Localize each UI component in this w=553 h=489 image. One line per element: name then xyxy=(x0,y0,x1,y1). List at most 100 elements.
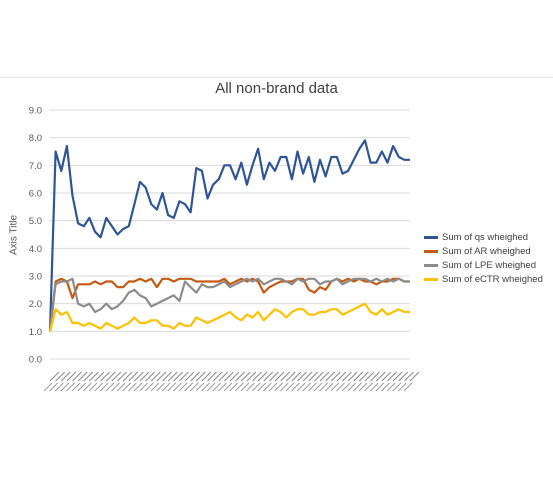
x-tick-label-illegible xyxy=(240,371,251,382)
x-tick-label-illegible xyxy=(49,382,58,392)
x-tick-label-illegible xyxy=(251,382,261,392)
x-tick-label-illegible xyxy=(302,382,312,392)
x-tick-label-illegible xyxy=(229,382,238,392)
x-tick-label-illegible xyxy=(347,382,357,392)
x-tick-label-illegible xyxy=(178,371,189,382)
x-tick-label-illegible xyxy=(105,371,116,382)
x-tick-label-illegible xyxy=(162,371,172,382)
x-tick-label-illegible xyxy=(88,371,99,382)
x-tick-label-illegible xyxy=(381,382,390,392)
legend-swatch xyxy=(424,263,438,267)
x-tick-label-illegible xyxy=(218,371,229,382)
y-tick-label: 1.0 xyxy=(29,327,42,338)
x-tick-label-illegible xyxy=(375,382,385,392)
x-tick-label-illegible xyxy=(212,371,223,382)
y-tick-label: 3.0 xyxy=(29,272,42,283)
series-line-sum-of-lpe-wheighed xyxy=(48,277,410,332)
x-tick-label-illegible xyxy=(111,371,122,382)
y-tick-label: 4.0 xyxy=(29,244,42,255)
x-tick-label-illegible xyxy=(189,382,199,392)
y-tick-label: 0.0 xyxy=(29,355,42,366)
x-tick-label-illegible xyxy=(122,371,133,382)
x-tick-label-illegible xyxy=(60,382,70,392)
x-tick-label-illegible xyxy=(330,382,340,392)
x-tick-label-illegible xyxy=(279,382,289,392)
x-tick-label-illegible xyxy=(302,371,313,382)
x-tick-label-illegible xyxy=(381,371,392,382)
x-tick-label-illegible xyxy=(403,371,414,382)
x-tick-label-illegible xyxy=(274,382,283,392)
x-tick-label-illegible xyxy=(398,371,409,382)
x-tick-label-illegible xyxy=(257,371,268,382)
chart-legend: Sum of qs wheighed Sum of AR wheighed Sum … xyxy=(424,230,543,286)
x-tick-label-illegible xyxy=(263,371,274,382)
x-tick-label-illegible xyxy=(330,371,341,382)
x-tick-label-illegible xyxy=(240,382,250,392)
x-tick-label-illegible xyxy=(336,382,345,392)
y-tick-label: 5.0 xyxy=(29,216,42,227)
x-tick-label-illegible xyxy=(319,382,328,392)
x-tick-label-illegible xyxy=(207,371,217,382)
x-tick-label-illegible xyxy=(128,382,137,392)
x-tick-label-illegible xyxy=(353,371,364,382)
legend-label: Sum of AR wheighed xyxy=(442,245,531,257)
y-tick-label: 8.0 xyxy=(29,133,42,144)
x-tick-label-illegible xyxy=(274,371,285,382)
x-tick-label-illegible xyxy=(66,382,75,392)
x-tick-label-illegible xyxy=(77,382,87,392)
legend-swatch xyxy=(424,249,438,253)
x-tick-label-illegible xyxy=(116,382,126,392)
series-line-sum-of-ectr-wheighed xyxy=(48,302,410,332)
x-tick-label-illegible xyxy=(280,371,291,382)
x-tick-label-illegible xyxy=(49,371,60,382)
x-tick-label-illegible xyxy=(150,382,160,392)
x-tick-label-illegible xyxy=(122,382,132,392)
x-tick-label-illegible xyxy=(100,371,111,382)
x-tick-label-illegible xyxy=(235,371,246,382)
x-tick-label-illegible xyxy=(285,382,295,392)
x-tick-label-illegible xyxy=(55,371,66,382)
x-tick-label-illegible xyxy=(257,382,267,392)
x-tick-label-illegible xyxy=(364,371,375,382)
x-tick-label-illegible xyxy=(94,382,103,392)
x-tick-label-illegible xyxy=(133,371,144,382)
x-tick-label-illegible xyxy=(117,371,127,382)
x-tick-label-illegible xyxy=(218,382,227,392)
x-tick-label-illegible xyxy=(212,382,222,392)
top-divider xyxy=(0,77,553,78)
x-tick-label-illegible xyxy=(353,382,362,392)
x-tick-label-illegible xyxy=(156,371,167,382)
x-tick-label-illegible xyxy=(313,371,324,382)
x-tick-label-illegible xyxy=(139,371,150,382)
x-tick-label-illegible xyxy=(252,371,262,382)
x-tick-label-illegible xyxy=(364,382,373,392)
x-tick-label-illegible xyxy=(88,382,98,392)
legend-swatch xyxy=(424,277,438,281)
y-tick-label: 2.0 xyxy=(29,299,42,310)
x-tick-label-illegible xyxy=(128,371,139,382)
x-tick-label-illegible xyxy=(161,382,171,392)
series-line-sum-of-qs-wheighed xyxy=(48,139,410,332)
x-tick-label-illegible xyxy=(83,371,94,382)
x-tick-label-illegible xyxy=(229,371,240,382)
x-tick-label-illegible xyxy=(54,382,64,392)
legend-item: Sum of LPE wheighed xyxy=(424,258,543,272)
x-tick-label-illegible xyxy=(223,371,234,382)
x-tick-label-illegible xyxy=(297,371,307,382)
x-tick-label-illegible xyxy=(341,382,351,392)
x-tick-label-illegible xyxy=(291,382,300,392)
legend-swatch xyxy=(424,235,438,239)
x-tick-label-illegible xyxy=(71,382,81,392)
x-tick-label-illegible xyxy=(60,371,71,382)
x-tick-label-illegible xyxy=(324,382,334,392)
x-tick-label-illegible xyxy=(342,371,352,382)
x-tick-label-illegible xyxy=(72,371,82,382)
x-tick-label-illegible xyxy=(347,371,358,382)
y-tick-label: 9.0 xyxy=(29,106,42,117)
x-tick-label-illegible xyxy=(173,382,182,392)
x-tick-label-illegible xyxy=(167,371,178,382)
x-tick-label-illegible xyxy=(369,382,379,392)
x-tick-label-illegible xyxy=(375,371,386,382)
x-tick-label-illegible xyxy=(173,371,184,382)
x-tick-label-illegible xyxy=(77,371,88,382)
